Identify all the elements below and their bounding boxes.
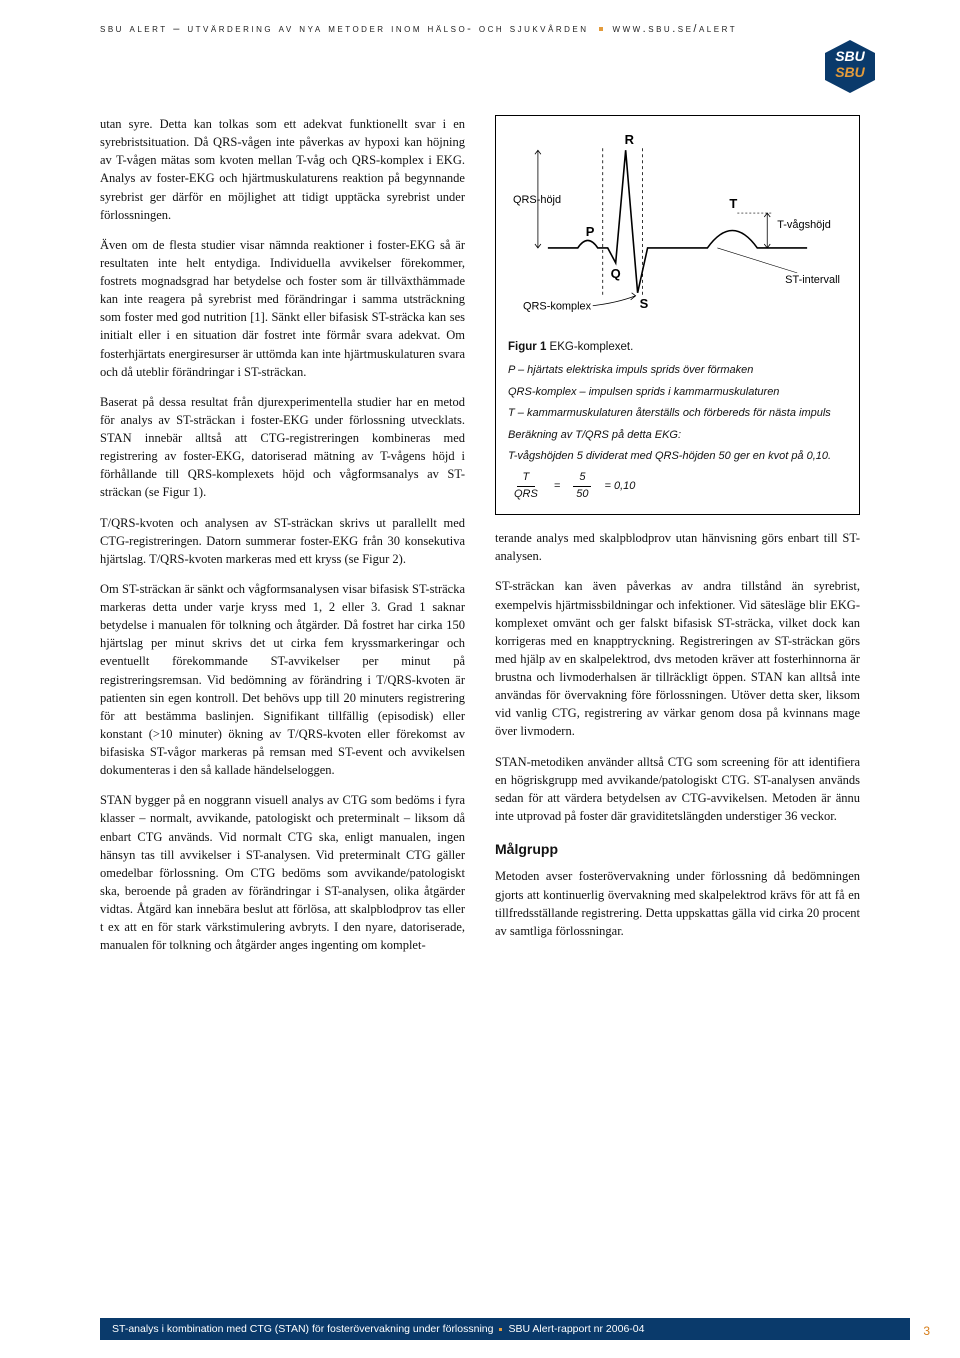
right-p4: Metoden avser fosterövervakning under fö… bbox=[495, 867, 860, 940]
heading-malgrupp: Målgrupp bbox=[495, 839, 860, 859]
legend-t: T – kammarmuskulaturen återställs och fö… bbox=[508, 406, 847, 421]
left-p2: Även om de flesta studier visar nämnda r… bbox=[100, 236, 465, 381]
left-p6: STAN bygger på en noggrann visuell analy… bbox=[100, 791, 465, 954]
left-p5: Om ST-sträckan är sänkt och vågformsanal… bbox=[100, 580, 465, 779]
figure-caption-rest: EKG-komplexet. bbox=[546, 341, 633, 353]
label-st-intervall: ST-intervall bbox=[785, 274, 840, 286]
logo-text-bottom: SBU bbox=[835, 64, 865, 80]
legend-qrs: QRS-komplex – impulsen sprids i kammarmu… bbox=[508, 385, 847, 400]
eq-qrs: QRS bbox=[508, 487, 544, 502]
right-p1: terande analys med skalpblodprov utan hä… bbox=[495, 529, 860, 565]
calc-line: T-vågshöjden 5 dividerat med QRS-höjden … bbox=[508, 449, 847, 464]
figure-caption-bold: Figur 1 bbox=[508, 341, 546, 353]
label-Q: Q bbox=[611, 266, 621, 281]
left-p3: Baserat på dessa resultat från djurexper… bbox=[100, 393, 465, 502]
eq-n2: 50 bbox=[570, 487, 594, 502]
left-p1: utan syre. Detta kan tolkas som ett adek… bbox=[100, 115, 465, 224]
legend-p: P – hjärtats elektriska impuls sprids öv… bbox=[508, 363, 847, 378]
logo-text-top: SBU bbox=[835, 48, 865, 64]
figure-caption: Figur 1 EKG-komplexet. bbox=[508, 339, 847, 355]
header-dot bbox=[599, 27, 603, 31]
footer-left: ST-analys i kombination med CTG (STAN) f… bbox=[112, 1323, 493, 1335]
figure-1-box: QRS-höjd T-vågshöjd ST-intervall bbox=[495, 115, 860, 515]
footer-dot bbox=[499, 1328, 502, 1331]
eq-n1: 5 bbox=[573, 470, 591, 486]
label-S: S bbox=[640, 296, 649, 311]
label-qrs-komplex: QRS-komplex bbox=[523, 301, 592, 313]
label-qrs-hojd: QRS-höjd bbox=[513, 194, 561, 206]
calc-intro: Beräkning av T/QRS på detta EKG: bbox=[508, 428, 847, 443]
content-area: utan syre. Detta kan tolkas som ett adek… bbox=[100, 115, 860, 1298]
eq-result: = 0,10 bbox=[605, 479, 636, 494]
left-p4: T/QRS-kvoten och analysen av ST-sträckan… bbox=[100, 514, 465, 568]
right-column: QRS-höjd T-vågshöjd ST-intervall bbox=[495, 115, 860, 966]
right-p3: STAN-metodiken använder alltså CTG som s… bbox=[495, 753, 860, 826]
page-footer: ST-analys i kombination med CTG (STAN) f… bbox=[100, 1318, 910, 1340]
label-T: T bbox=[729, 196, 737, 211]
ekg-diagram: QRS-höjd T-vågshöjd ST-intervall bbox=[508, 128, 847, 328]
header-text-right: www.sbu.se/alert bbox=[613, 23, 738, 35]
eq-t: T bbox=[517, 470, 536, 486]
label-P: P bbox=[586, 224, 595, 239]
page-number: 3 bbox=[923, 1324, 930, 1338]
left-column: utan syre. Detta kan tolkas som ett adek… bbox=[100, 115, 465, 966]
label-R: R bbox=[625, 132, 635, 147]
sbu-logo: SBU SBU bbox=[820, 35, 880, 95]
header-text-left: sbu alert – utvärdering av nya metoder i… bbox=[100, 23, 589, 35]
right-p2: ST-sträckan kan även påverkas av andra t… bbox=[495, 577, 860, 740]
equation: T QRS = 5 50 = 0,10 bbox=[508, 470, 847, 502]
label-t-vagshojd: T-vågshöjd bbox=[777, 219, 831, 231]
eq-equals-1: = bbox=[554, 479, 560, 494]
page-header: sbu alert – utvärdering av nya metoder i… bbox=[100, 20, 910, 60]
footer-right: SBU Alert-rapport nr 2006-04 bbox=[508, 1323, 644, 1335]
